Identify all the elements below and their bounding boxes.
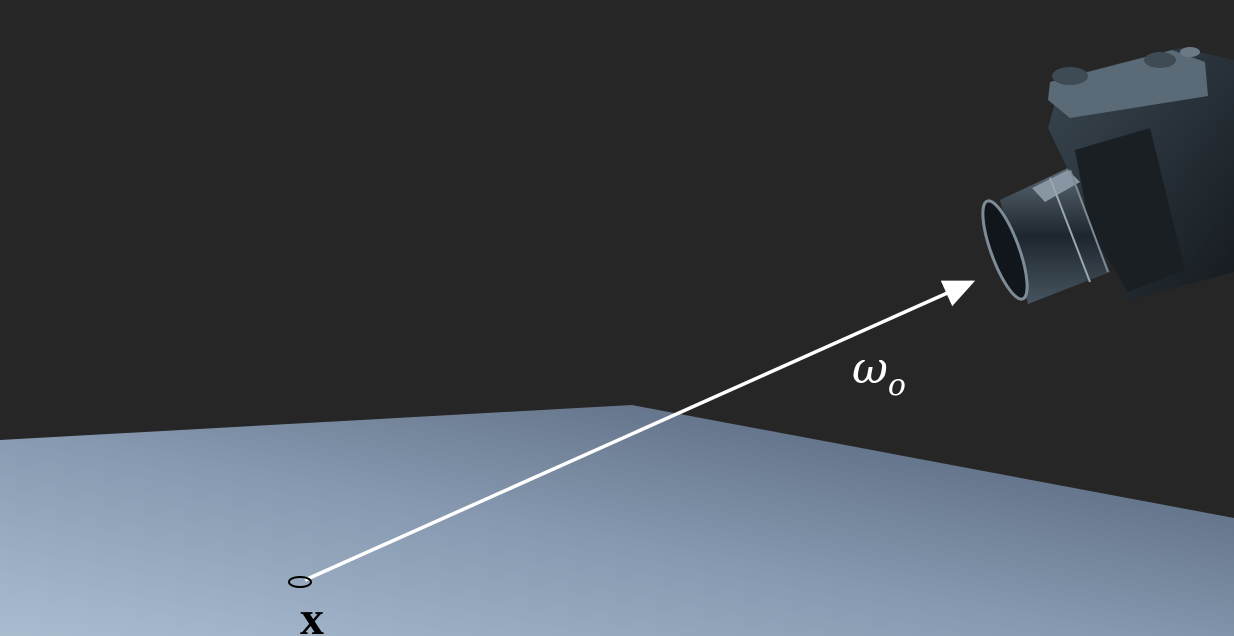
direction-label: ωo (852, 343, 906, 403)
direction-label-subscript: o (888, 368, 906, 403)
camera-icon (981, 47, 1234, 304)
direction-label-symbol: ω (852, 343, 888, 394)
direction-arrow (304, 280, 976, 582)
surface-point-marker (288, 576, 312, 588)
point-label: x (300, 592, 324, 636)
